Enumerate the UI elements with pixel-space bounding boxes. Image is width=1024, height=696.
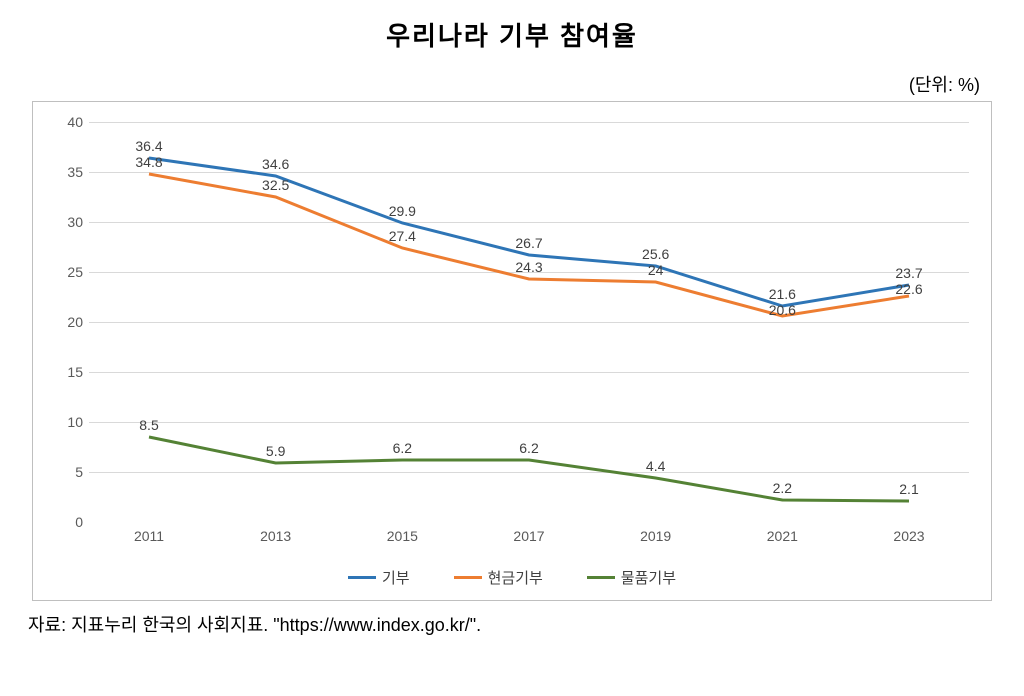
chart-title: 우리나라 기부 참여율 bbox=[24, 16, 1000, 53]
data-label: 24 bbox=[648, 262, 664, 278]
lines-svg bbox=[89, 122, 969, 522]
data-label: 32.5 bbox=[262, 177, 289, 193]
data-label: 2.2 bbox=[773, 480, 792, 496]
data-label: 25.6 bbox=[642, 246, 669, 262]
legend-swatch bbox=[587, 576, 615, 579]
chart-frame: 0 5 10 15 20 25 30 35 40 2011 2013 2015 2017 2019 2021… bbox=[32, 101, 992, 601]
x-tick-label: 2011 bbox=[134, 528, 164, 544]
legend: 기부 현금기부 물품기부 bbox=[33, 567, 991, 588]
legend-label: 현금기부 bbox=[488, 567, 543, 588]
source-text: 자료: 지표누리 한국의 사회지표. "https://www.index.go… bbox=[24, 611, 1000, 637]
data-label: 23.7 bbox=[895, 265, 922, 281]
legend-label: 기부 bbox=[382, 567, 410, 588]
y-tick-label: 40 bbox=[53, 114, 83, 130]
legend-item: 물품기부 bbox=[587, 567, 676, 588]
x-tick-label: 2023 bbox=[893, 528, 924, 544]
y-tick-label: 0 bbox=[53, 514, 83, 530]
legend-item: 현금기부 bbox=[454, 567, 543, 588]
legend-item: 기부 bbox=[348, 567, 410, 588]
data-label: 29.9 bbox=[389, 203, 416, 219]
data-label: 2.1 bbox=[899, 481, 918, 497]
data-label: 4.4 bbox=[646, 458, 665, 474]
y-tick-label: 10 bbox=[53, 414, 83, 430]
x-tick-label: 2017 bbox=[513, 528, 544, 544]
data-label: 34.6 bbox=[262, 156, 289, 172]
legend-swatch bbox=[348, 576, 376, 579]
data-label: 21.6 bbox=[769, 286, 796, 302]
data-label: 36.4 bbox=[135, 138, 162, 154]
data-label: 6.2 bbox=[519, 440, 538, 456]
data-label: 8.5 bbox=[139, 417, 158, 433]
data-label: 5.9 bbox=[266, 443, 285, 459]
y-tick-label: 20 bbox=[53, 314, 83, 330]
x-tick-label: 2013 bbox=[260, 528, 291, 544]
x-tick-label: 2021 bbox=[767, 528, 798, 544]
x-tick-label: 2015 bbox=[387, 528, 418, 544]
plot-area: 0510152025303540201120132015201720192021… bbox=[89, 122, 969, 522]
y-tick-label: 15 bbox=[53, 364, 83, 380]
y-tick-label: 30 bbox=[53, 214, 83, 230]
unit-label: (단위: %) bbox=[24, 71, 1000, 97]
y-tick-label: 5 bbox=[53, 464, 83, 480]
data-label: 20.6 bbox=[769, 302, 796, 318]
y-tick-label: 25 bbox=[53, 264, 83, 280]
data-label: 26.7 bbox=[515, 235, 542, 251]
x-tick-label: 2019 bbox=[640, 528, 671, 544]
data-label: 34.8 bbox=[135, 154, 162, 170]
data-label: 6.2 bbox=[393, 440, 412, 456]
data-label: 24.3 bbox=[515, 259, 542, 275]
data-label: 22.6 bbox=[895, 281, 922, 297]
legend-label: 물품기부 bbox=[621, 567, 676, 588]
y-tick-label: 35 bbox=[53, 164, 83, 180]
data-label: 27.4 bbox=[389, 228, 416, 244]
legend-swatch bbox=[454, 576, 482, 579]
